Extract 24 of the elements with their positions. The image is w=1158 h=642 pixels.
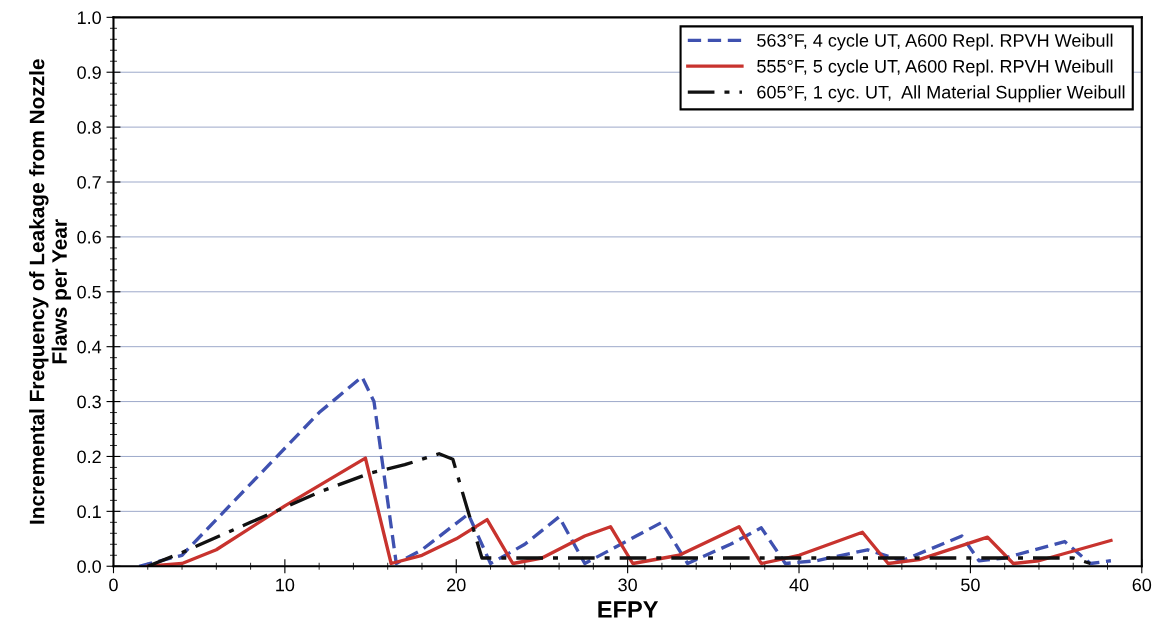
legend-label: 555°F, 5 cycle UT, A600 Repl. RPVH Weibull [757, 59, 1113, 77]
x-tick-label: 10 [276, 578, 295, 592]
legend-label: 605°F, 1 cyc. UT, All Material Supplier Weibull [757, 85, 1125, 103]
y-tick-label: 0.0 [77, 560, 101, 573]
y-tick-label: 0.3 [77, 395, 101, 409]
y-tick-label: 0.5 [77, 285, 101, 299]
y-tick-label: 0.6 [77, 230, 101, 244]
x-tick-label: 30 [618, 578, 637, 592]
y-tick-label: 0.9 [77, 66, 101, 79]
y-tick-label: 0.4 [77, 340, 102, 354]
line-series [137, 375, 1113, 567]
y-tick-label: 0.7 [77, 175, 101, 189]
y-axis-title: Incremental Frequency of Leakage from Nozzle Flaws per Year [29, 59, 72, 524]
y-tick-label: 0.1 [77, 505, 101, 519]
x-tick-label: 60 [1132, 578, 1152, 592]
y-tick-label: 1.0 [77, 11, 101, 25]
x-tick-label: 40 [789, 578, 809, 592]
x-tick-label: 0 [109, 578, 118, 592]
x-tick-label: 50 [961, 578, 980, 592]
y-tick-label: 0.8 [77, 121, 101, 134]
legend-label: 563°F, 4 cycle UT, A600 Repl. RPVH Weibull [757, 33, 1113, 51]
y-tick-label: 0.2 [77, 450, 101, 464]
x-axis-title: EFPY [598, 601, 659, 618]
x-tick-label: 20 [447, 578, 466, 592]
